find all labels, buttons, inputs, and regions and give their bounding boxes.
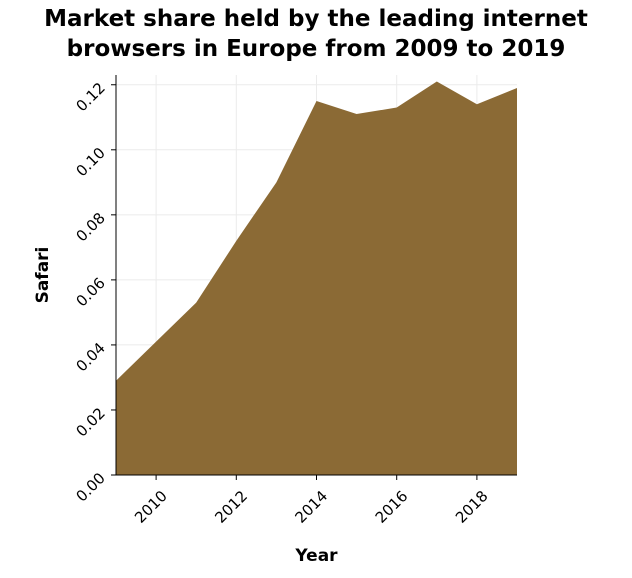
x-tick-label: 2018 [452, 487, 492, 527]
y-axis-title: Safari [33, 247, 53, 304]
y-tick-label: 0.08 [72, 209, 108, 245]
y-axis-ticks: 0.00 0.02 0.04 0.06 0.08 0.10 0.12 [72, 79, 116, 505]
x-tick-label: 2014 [292, 487, 332, 527]
x-axis-title: Year [294, 546, 338, 566]
x-axis-ticks: 2010 2012 2014 2016 2018 [131, 475, 492, 527]
y-tick-label: 0.04 [72, 339, 108, 375]
chart-title-line-2: browsers in Europe from 2009 to 2019 [66, 36, 566, 62]
y-tick-label: 0.12 [72, 79, 108, 115]
y-tick-label: 0.06 [72, 274, 108, 310]
y-tick-label: 0.00 [72, 469, 108, 505]
safari-area [116, 81, 517, 476]
x-tick-label: 2010 [131, 487, 171, 527]
x-tick-label: 2012 [211, 487, 251, 527]
chart-title-line-1: Market share held by the leading interne… [44, 6, 588, 32]
x-tick-label: 2016 [372, 487, 412, 527]
y-tick-label: 0.02 [72, 404, 108, 440]
y-tick-label: 0.10 [72, 144, 108, 180]
chart-title: Market share held by the leading interne… [0, 4, 632, 64]
